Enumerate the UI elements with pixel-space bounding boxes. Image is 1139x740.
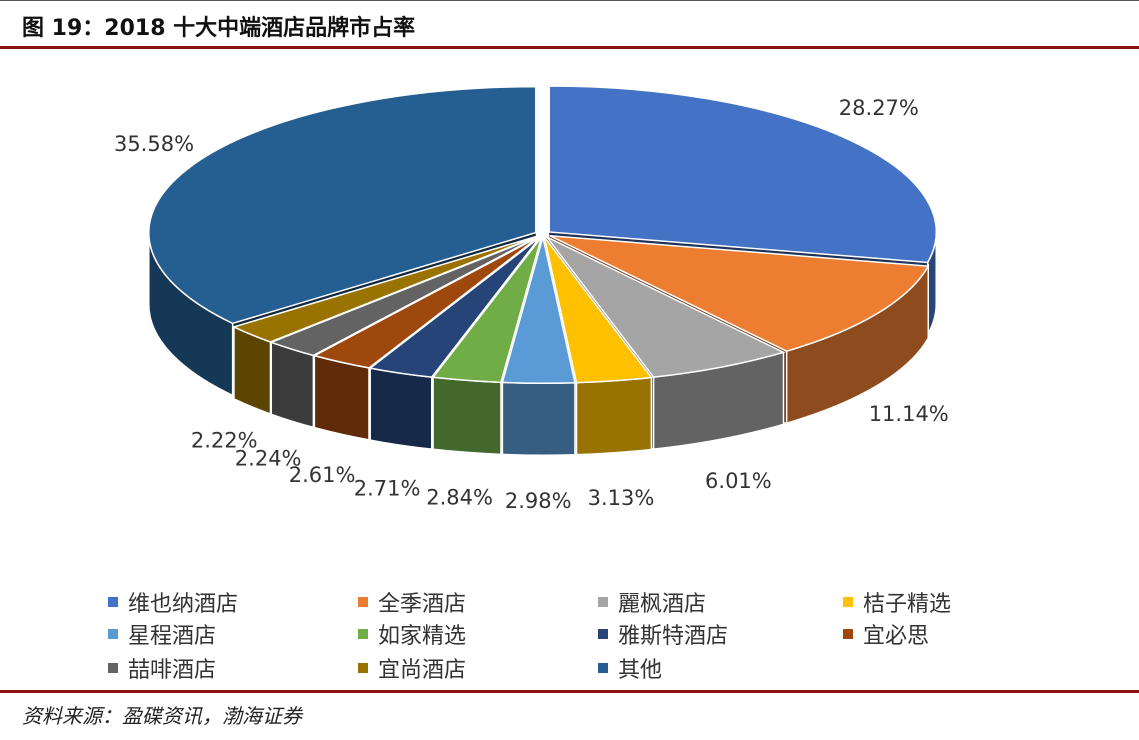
- legend-label: 其他: [618, 658, 663, 683]
- pie-slice: [501, 236, 576, 384]
- legend-label: 麗枫酒店: [618, 592, 707, 617]
- legend-label: 如家精选: [378, 624, 467, 649]
- legend-swatch: [108, 663, 118, 673]
- legend-swatch: [598, 597, 608, 607]
- data-label: 2.24%: [235, 447, 302, 471]
- pie-slice: [148, 85, 537, 325]
- pie-slice-wall: [313, 354, 370, 441]
- pie-slice: [431, 236, 543, 384]
- source-note: 资料来源：盈碟资讯，渤海证券: [22, 704, 302, 728]
- data-label: 2.84%: [426, 485, 493, 509]
- data-label: 3.13%: [588, 486, 655, 510]
- legend-item: 星程酒店: [108, 618, 216, 650]
- legend-swatch: [843, 597, 853, 607]
- legend-label: 维也纳酒店: [128, 592, 239, 617]
- legend-swatch: [843, 629, 853, 639]
- chart-legend: 维也纳酒店 全季酒店 麗枫酒店 桔子精选星程酒店 如家精选 雅斯特酒店 宜必思喆啡酒店 宜尚酒…: [108, 584, 1088, 688]
- legend-swatch: [108, 597, 118, 607]
- data-label: 35.58%: [114, 132, 194, 156]
- pie-slice: [543, 236, 653, 384]
- figure-header: 图 19：2018 十大中端酒店品牌市占率: [0, 0, 1139, 49]
- pie-slice: [549, 234, 930, 352]
- pie-slice: [546, 236, 786, 378]
- legend-item: 桔子精选: [843, 586, 951, 618]
- legend-swatch: [358, 629, 368, 639]
- data-label: 2.22%: [191, 429, 258, 453]
- legend-label: 宜必思: [863, 624, 930, 649]
- footer-rule: [0, 690, 1139, 693]
- pie-slice-wall: [575, 376, 653, 456]
- pie-slice-wall: [501, 381, 576, 456]
- legend-label: 全季酒店: [378, 592, 467, 617]
- legend-swatch: [108, 629, 118, 639]
- pie-chart: 28.27% 11.14% 6.01% 3.13% 2.98% 2.84%2.71%2.6…: [114, 85, 949, 513]
- legend-swatch: [598, 663, 608, 673]
- legend-swatch: [598, 629, 608, 639]
- pie-slice-wall: [369, 367, 433, 450]
- pie-slice: [368, 236, 541, 378]
- data-label: 11.14%: [869, 402, 949, 426]
- legend-item: 喆啡酒店: [108, 652, 216, 684]
- legend-item: 全季酒店: [358, 586, 466, 618]
- legend-label: 桔子精选: [863, 592, 952, 617]
- data-label: 2.98%: [505, 489, 572, 513]
- data-label: 28.27%: [839, 96, 919, 120]
- header-rule: [0, 46, 1139, 49]
- data-label: 2.71%: [354, 476, 421, 500]
- pie-slice-wall: [270, 341, 315, 429]
- legend-item: 麗枫酒店: [598, 586, 706, 618]
- legend-label: 星程酒店: [128, 624, 217, 649]
- legend-label: 宜尚酒店: [378, 658, 467, 683]
- legend-label: 喆啡酒店: [128, 658, 217, 683]
- data-label: 2.61%: [289, 463, 356, 487]
- legend-swatch: [358, 597, 368, 607]
- legend-item: 维也纳酒店: [108, 586, 238, 618]
- header-top-rule: [0, 0, 1139, 1]
- pie-slice-wall: [432, 376, 502, 456]
- data-label: 6.01%: [705, 469, 772, 493]
- legend-item: 雅斯特酒店: [598, 618, 728, 650]
- pie-slice: [548, 85, 937, 264]
- pie-slice: [231, 235, 538, 343]
- legend-label: 雅斯特酒店: [618, 624, 729, 649]
- legend-item: 宜必思: [843, 618, 929, 650]
- legend-item: 其他: [598, 652, 662, 684]
- figure-title: 图 19：2018 十大中端酒店品牌市占率: [22, 16, 416, 41]
- legend-item: 宜尚酒店: [358, 652, 466, 684]
- legend-swatch: [358, 663, 368, 673]
- legend-item: 如家精选: [358, 618, 466, 650]
